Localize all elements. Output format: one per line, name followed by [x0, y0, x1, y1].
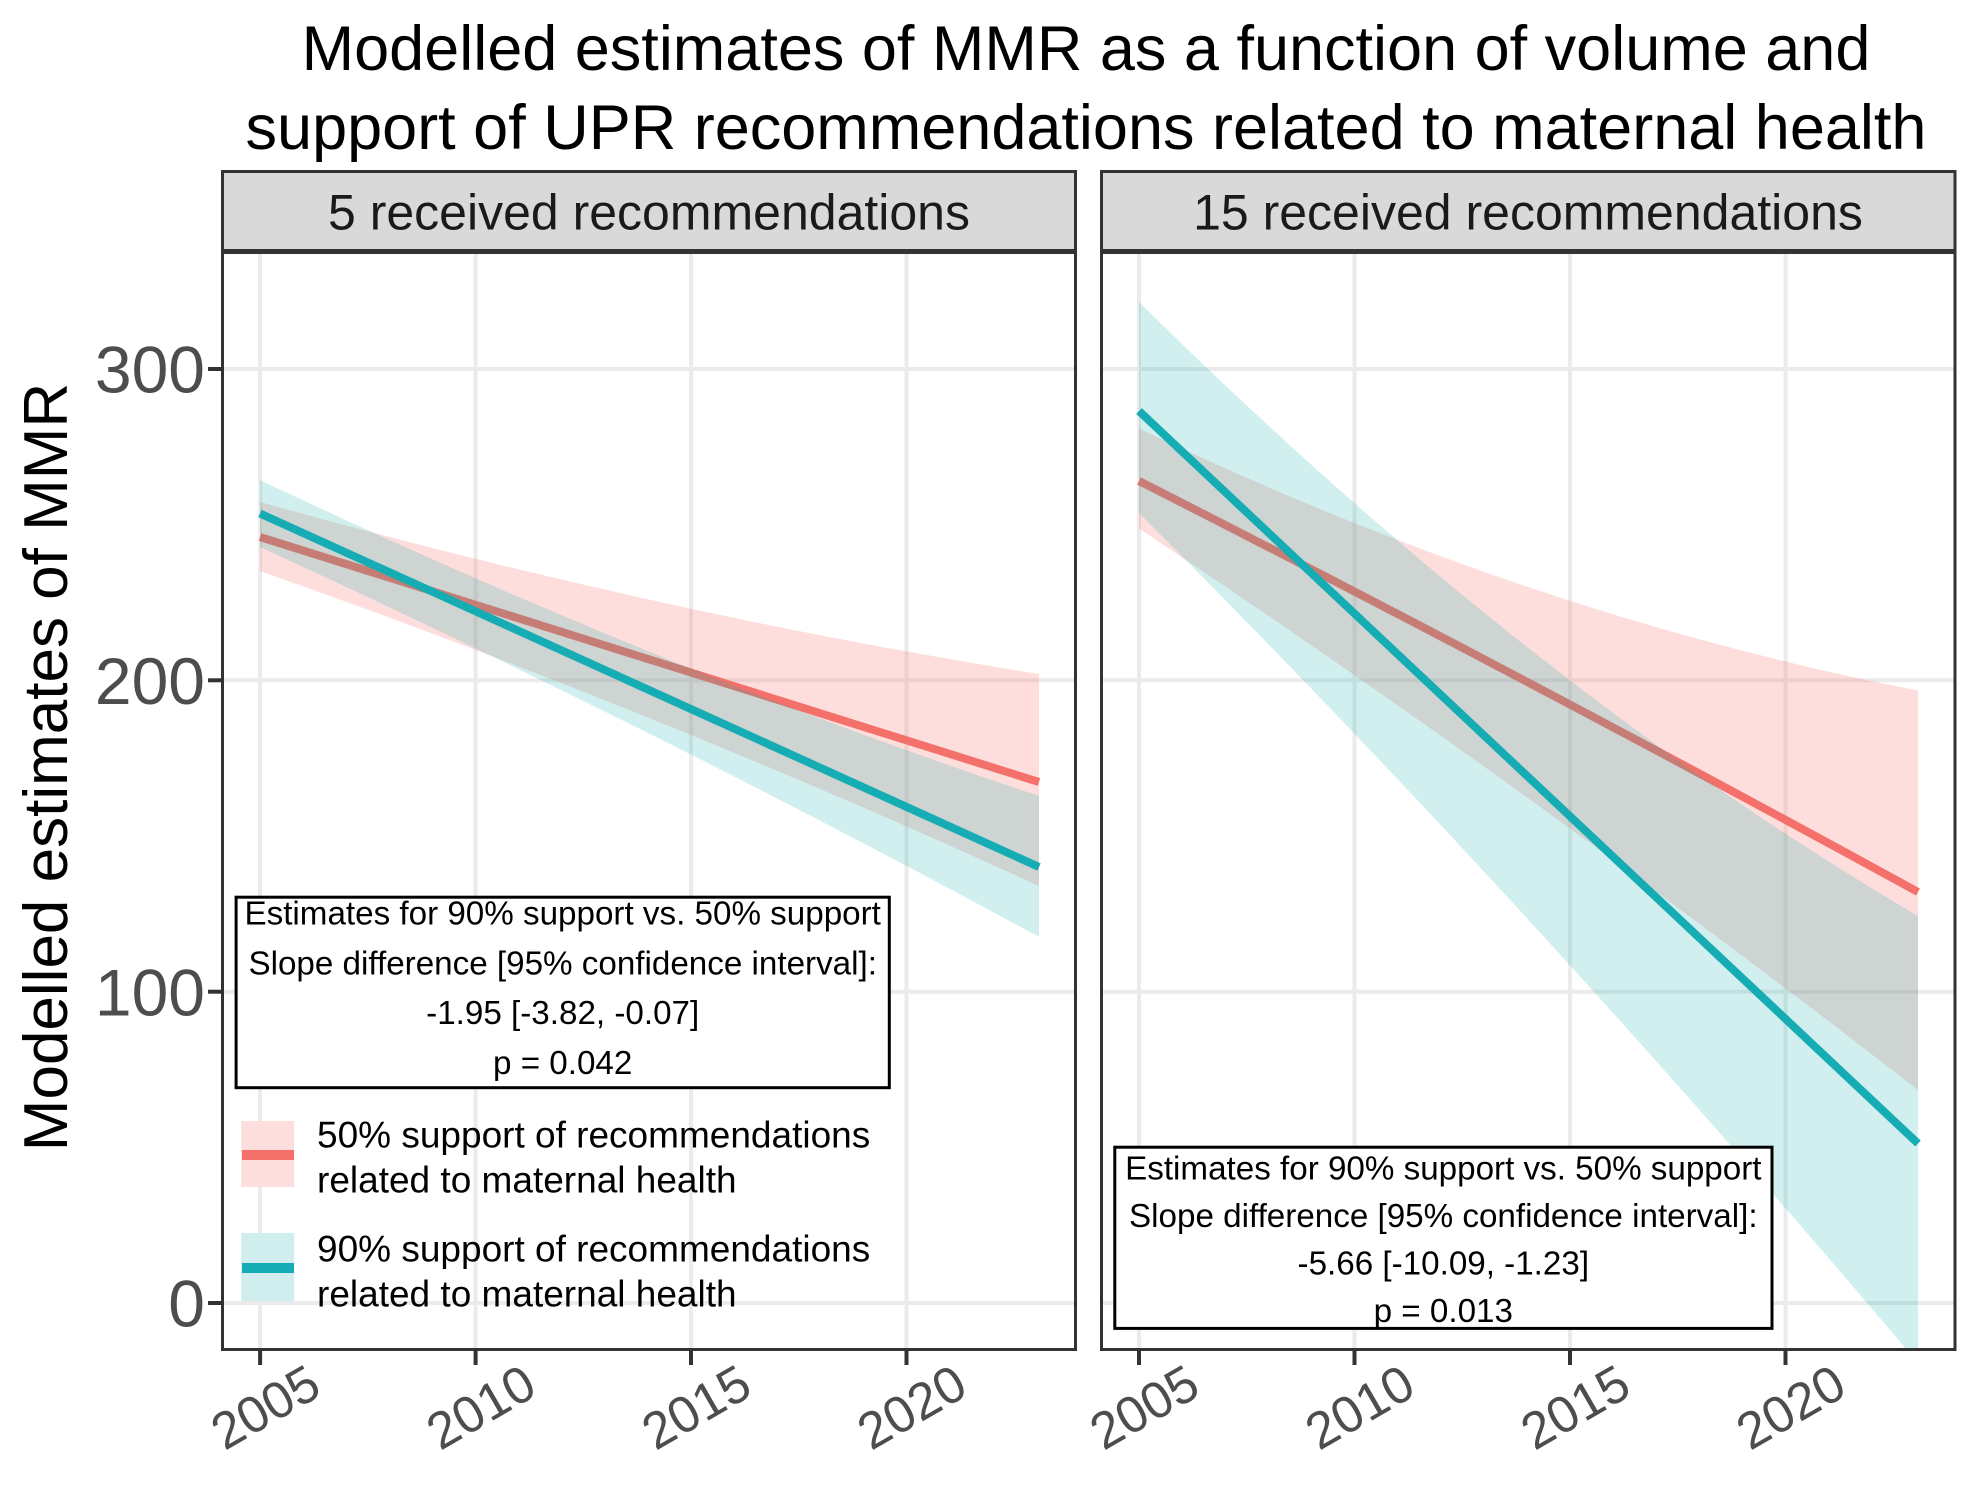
svg-text:related to maternal health: related to maternal health — [317, 1160, 737, 1201]
svg-text:support of UPR recommendations: support of UPR recommendations related t… — [246, 93, 1927, 163]
svg-text:50% support of recommendations: 50% support of recommendations — [317, 1115, 870, 1156]
svg-text:5 received recommendations: 5 received recommendations — [328, 185, 970, 241]
svg-text:Slope difference [95% confiden: Slope difference [95% confidence interva… — [248, 945, 877, 982]
svg-text:200: 200 — [95, 644, 205, 718]
svg-text:-1.95 [-3.82, -0.07]: -1.95 [-3.82, -0.07] — [426, 995, 699, 1032]
svg-text:related to maternal health: related to maternal health — [317, 1274, 737, 1315]
svg-text:Slope difference [95% confiden: Slope difference [95% confidence interva… — [1129, 1198, 1758, 1235]
svg-text:Estimates for 90% support vs.: Estimates for 90% support vs. 50% suppor… — [1125, 1151, 1761, 1188]
svg-text:0: 0 — [168, 1267, 205, 1341]
svg-text:15 received recommendations: 15 received recommendations — [1193, 185, 1863, 241]
svg-text:p = 0.013: p = 0.013 — [1374, 1293, 1513, 1330]
svg-text:Modelled estimates of MMR as a: Modelled estimates of MMR as a function … — [302, 14, 1871, 84]
svg-text:100: 100 — [95, 955, 205, 1029]
svg-text:90% support of recommendations: 90% support of recommendations — [317, 1229, 870, 1270]
svg-text:-5.66 [-10.09, -1.23]: -5.66 [-10.09, -1.23] — [1298, 1246, 1590, 1283]
svg-text:Estimates for 90% support vs.: Estimates for 90% support vs. 50% suppor… — [244, 896, 880, 933]
svg-text:300: 300 — [95, 333, 205, 407]
svg-text:p = 0.042: p = 0.042 — [493, 1045, 632, 1082]
svg-text:Modelled estimates of MMR: Modelled estimates of MMR — [12, 383, 81, 1151]
